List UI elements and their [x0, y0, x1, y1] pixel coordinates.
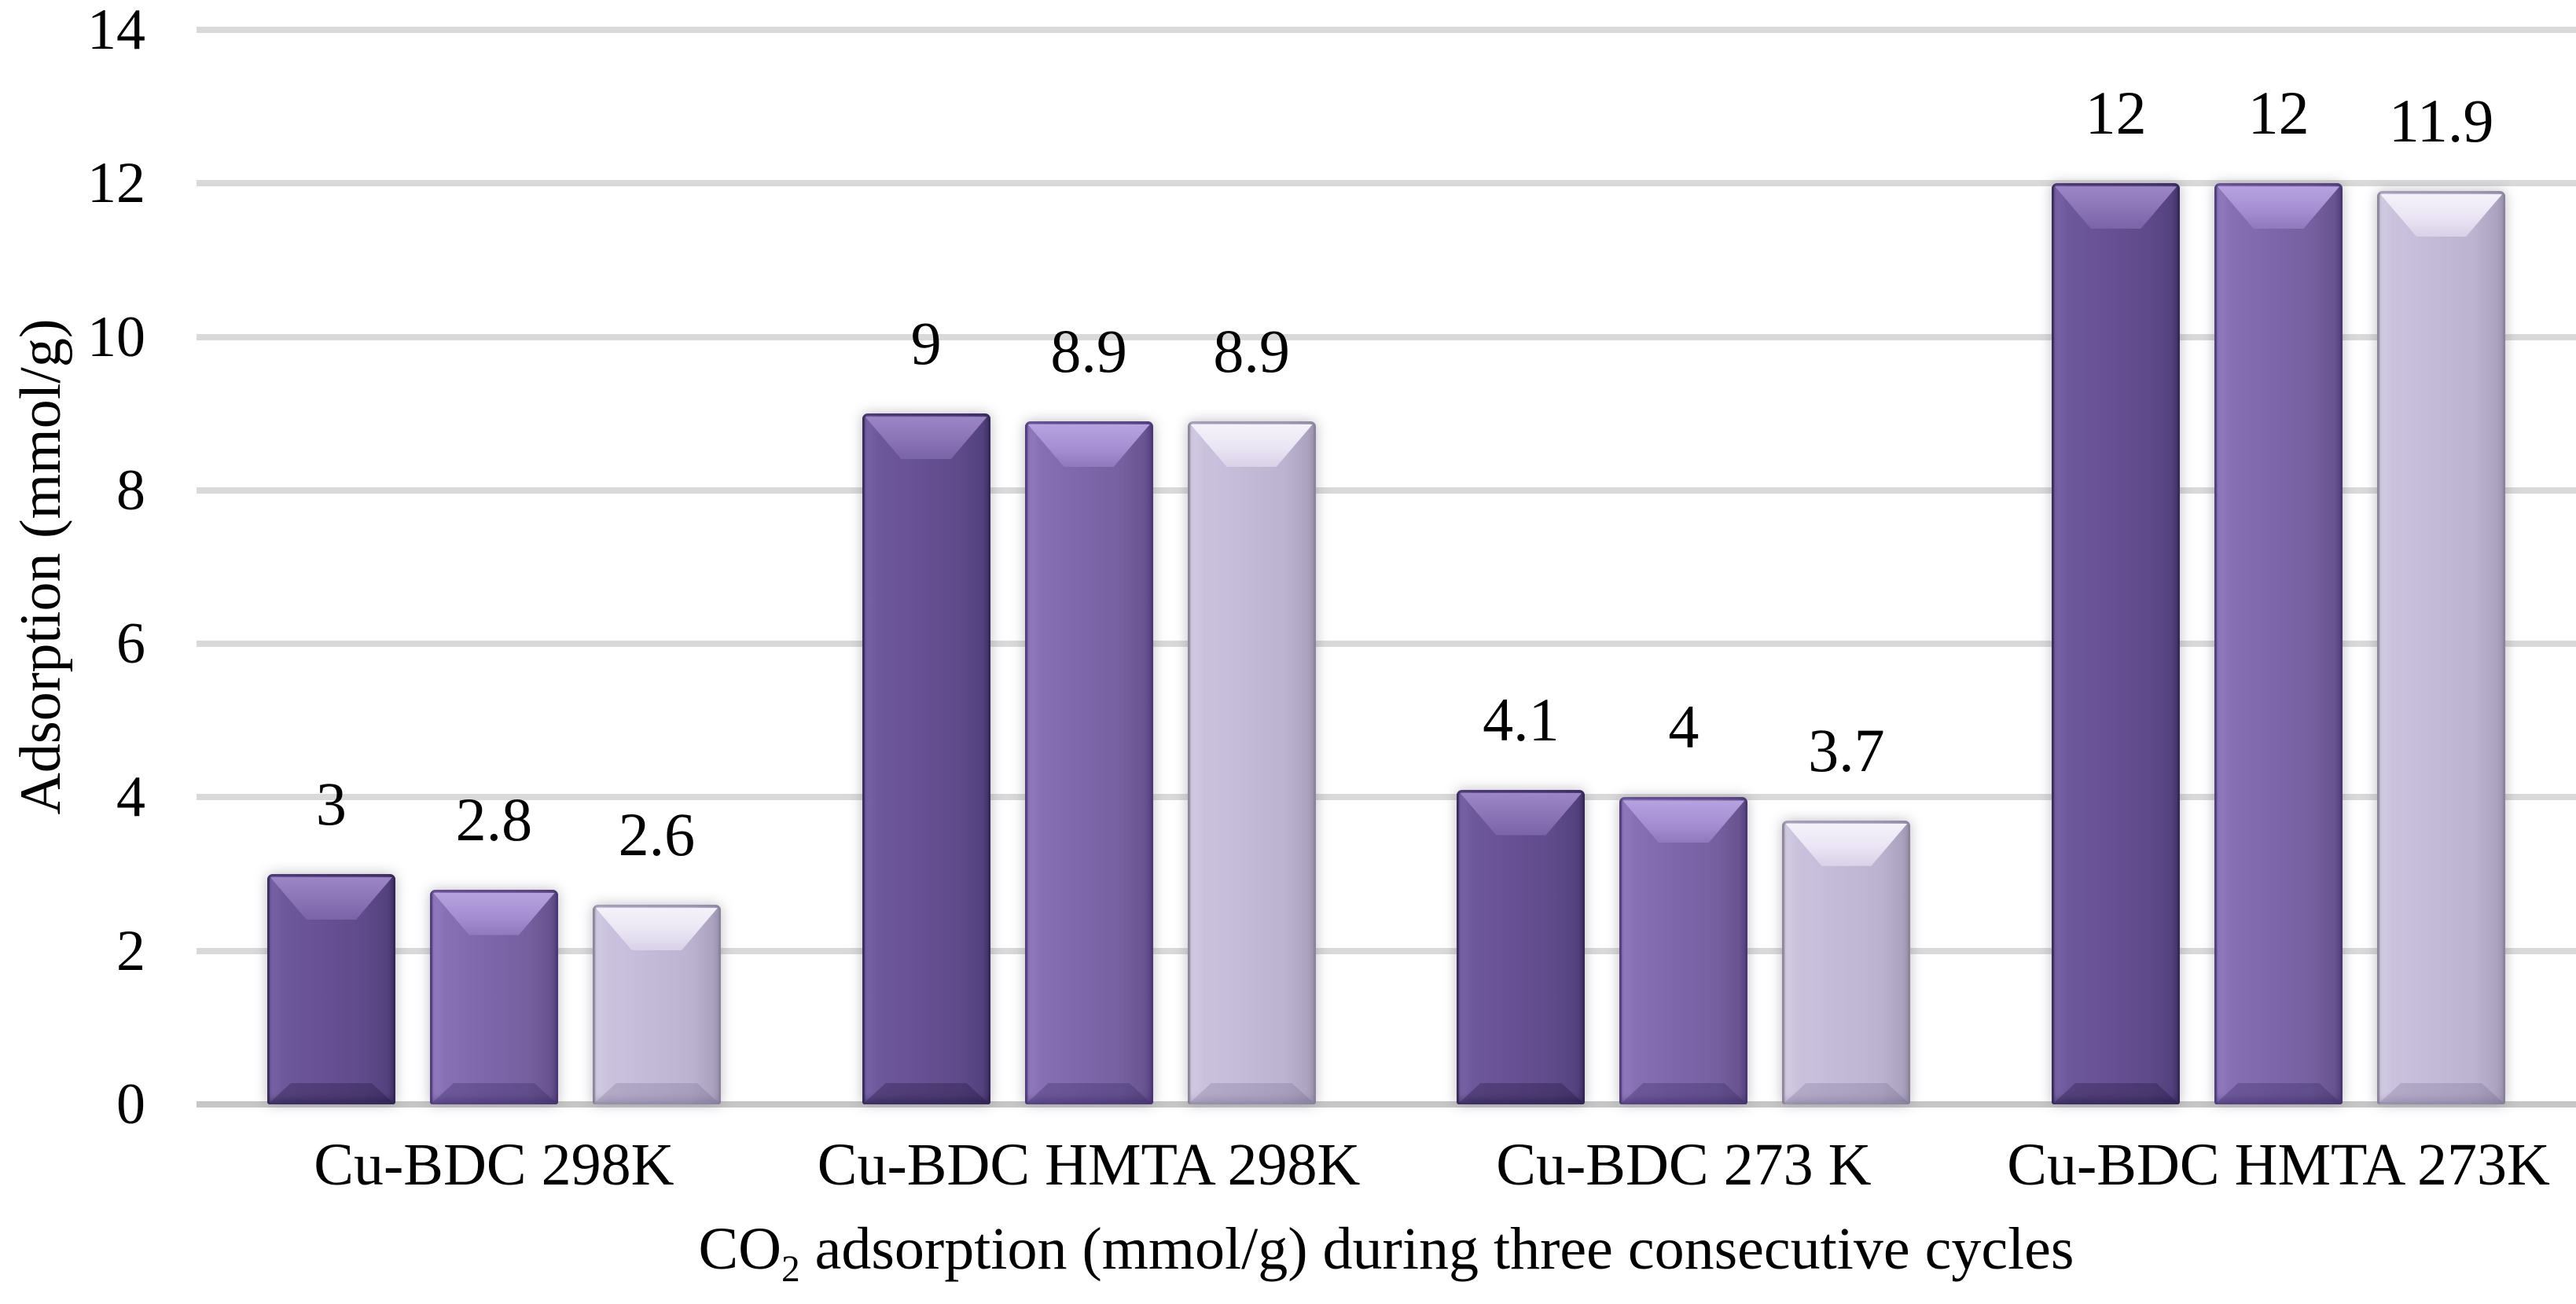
bar-g1-cycle-2: 2.8: [429, 788, 558, 1104]
y-tick-label: 12: [87, 151, 145, 216]
bar-g2-cycle-3: 8.9: [1187, 320, 1316, 1104]
bar-g1-cycle-1: 3: [266, 773, 395, 1104]
y-tick-label: 2: [116, 918, 145, 983]
bar-value-label: 2.8: [455, 784, 533, 854]
bar-g1-cycle-3: 2.6: [592, 804, 721, 1104]
bar-g3-cycle-2: 4: [1619, 696, 1748, 1104]
bar-g3-cycle-1: 4.1: [1457, 689, 1586, 1104]
y-tick-label: 10: [87, 304, 145, 369]
bar-g4-cycle-2: 12: [2214, 83, 2343, 1104]
bar-value-label: 8.9: [1050, 316, 1127, 385]
bar-g2-cycle-1: 9: [862, 313, 990, 1104]
bar-group-2: 9 8.9 8.9: [792, 30, 1387, 1104]
bar-group-4: 12 12 11.9: [1981, 30, 2576, 1104]
plot-area: 3 2.8 2.6 9 8.9 8.9 4.1 4 3.7 12 12 11.9: [197, 27, 2576, 1107]
x-category-label-4: Cu-BDC HMTA 273K: [2007, 1132, 2550, 1198]
y-tick-label: 6: [116, 612, 145, 677]
y-axis-ticks: 0 2 4 6 8 10 12 14: [0, 1, 145, 1133]
gridline: [197, 794, 2576, 801]
bar-g4-cycle-1: 12: [2052, 83, 2181, 1104]
bar-g4-cycle-3: 11.9: [2377, 90, 2506, 1104]
bar-groups: 3 2.8 2.6 9 8.9 8.9 4.1 4 3.7 12 12 11.9: [197, 30, 2576, 1104]
x-axis-line: [197, 1101, 2576, 1107]
x-category-label-2: Cu-BDC HMTA 298K: [817, 1132, 1361, 1198]
x-category-labels: Cu-BDC 298K Cu-BDC HMTA 298K Cu-BDC 273 K C…: [197, 1132, 2576, 1199]
bar-value-label: 8.9: [1213, 316, 1290, 385]
y-tick-label: 14: [87, 0, 145, 62]
y-tick-label: 0: [116, 1072, 145, 1137]
bar-value-label: 12: [2085, 79, 2147, 148]
bar-g2-cycle-2: 8.9: [1024, 320, 1153, 1104]
bar-value-label: 11.9: [2388, 86, 2494, 156]
bar-g3-cycle-3: 3.7: [1782, 719, 1911, 1104]
x-axis-title: CO2 adsorption (mmol/g) during three con…: [197, 1216, 2576, 1288]
gridline: [197, 333, 2576, 340]
gridline: [197, 487, 2576, 494]
gridline: [197, 641, 2576, 648]
gridline: [197, 180, 2576, 187]
x-axis-title-subscript: 2: [781, 1249, 800, 1291]
x-category-label-3: Cu-BDC 273 K: [1496, 1132, 1872, 1198]
bar-value-label: 3.7: [1808, 715, 1885, 784]
bar-value-label: 4: [1668, 692, 1700, 762]
y-tick-label: 8: [116, 457, 145, 523]
bar-value-label: 3: [315, 770, 347, 839]
x-axis-title-suffix: adsorption (mmol/g) during three consecu…: [799, 1216, 2074, 1282]
bar-group-3: 4.1 4 3.7: [1387, 30, 1982, 1104]
bar-value-label: 9: [910, 309, 942, 378]
gridline: [197, 27, 2576, 33]
bar-group-1: 3 2.8 2.6: [197, 30, 792, 1104]
bar-value-label: 2.6: [618, 800, 696, 869]
x-axis-title-prefix: CO: [698, 1216, 782, 1282]
y-tick-label: 4: [116, 765, 145, 830]
x-category-label-1: Cu-BDC 298K: [314, 1132, 674, 1198]
bar-value-label: 12: [2247, 79, 2310, 148]
gridline: [197, 947, 2576, 954]
bar-value-label: 4.1: [1483, 685, 1560, 754]
